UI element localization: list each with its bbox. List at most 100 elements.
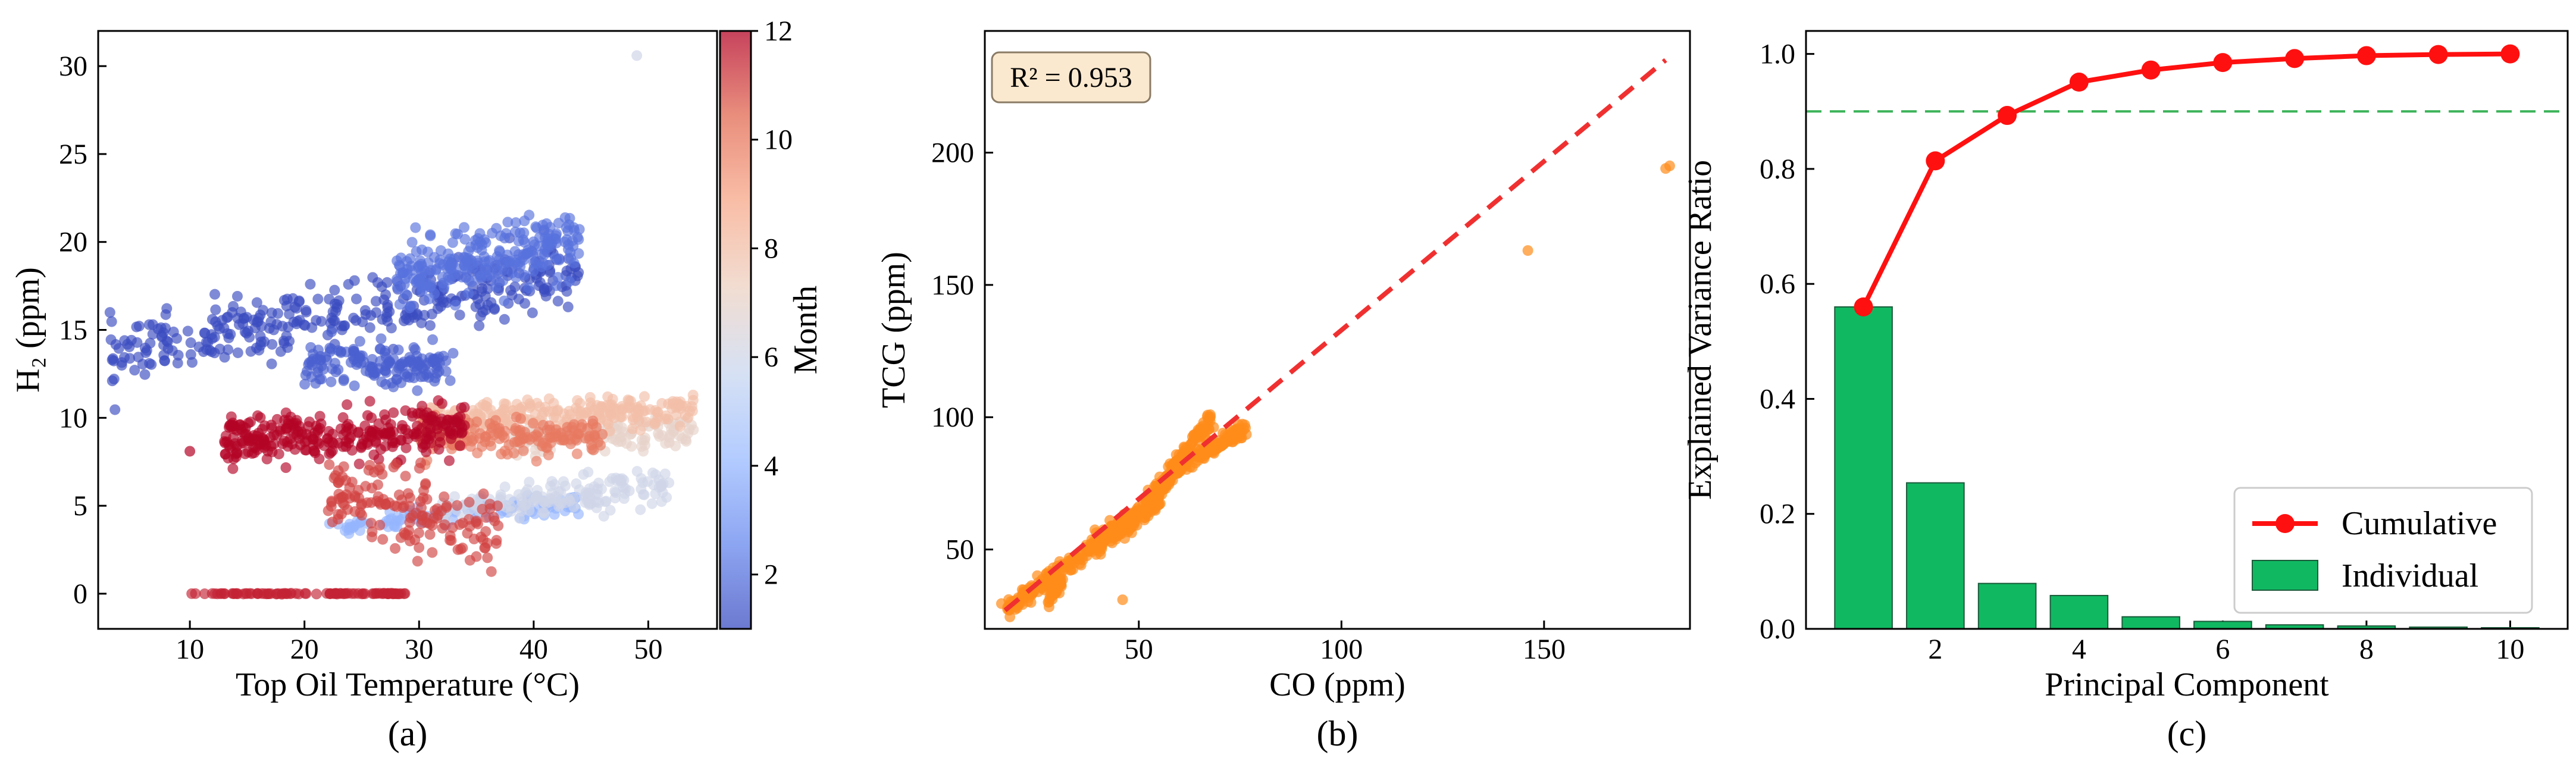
scatter-point: [405, 512, 416, 524]
scatter-point: [484, 503, 496, 514]
scatter-point: [483, 256, 494, 267]
scatter-point: [268, 438, 280, 450]
scatter-point: [413, 260, 424, 271]
scatter-point: [478, 488, 489, 500]
scatter-point: [446, 259, 457, 270]
scatter-point: [561, 234, 572, 245]
scatter-point: [275, 424, 286, 435]
scatter-point: [251, 297, 262, 308]
scatter-point: [342, 399, 353, 411]
bar: [2049, 594, 2109, 629]
scatter-point: [349, 490, 361, 502]
scatter-point: [515, 413, 527, 424]
scatter-point: [104, 307, 115, 318]
scatter-point: [307, 434, 318, 445]
scatter-point: [446, 535, 457, 546]
scatter-point: [431, 503, 443, 515]
scatter-point: [619, 483, 631, 494]
scatter-point: [406, 407, 418, 418]
scatter-point: [510, 422, 521, 434]
scatter-point: [277, 438, 288, 449]
scatter-point: [426, 415, 437, 426]
scatter-point: [550, 491, 561, 502]
scatter-point: [337, 412, 349, 423]
scatter-point: [139, 369, 151, 380]
scatter-point: [1205, 411, 1216, 422]
scatter-point: [209, 347, 220, 359]
scatter-point: [220, 449, 231, 460]
scatter-point: [325, 447, 337, 458]
scatter-point: [405, 253, 416, 264]
colorbar: [719, 30, 752, 630]
scatter-point: [450, 299, 461, 311]
scatter-point: [339, 320, 350, 331]
scatter-point: [518, 234, 529, 245]
scatter-point: [505, 506, 517, 517]
scatter-point: [289, 444, 301, 455]
scatter-point: [352, 356, 363, 368]
scatter-point: [255, 336, 267, 347]
scatter-point: [562, 243, 574, 255]
scatter-point: [349, 506, 361, 517]
scatter-point: [434, 437, 446, 448]
scatter-point: [564, 275, 575, 287]
scatter-point: [393, 344, 404, 356]
scatter-point: [326, 496, 337, 507]
scatter-point: [674, 421, 686, 432]
scatter-point: [299, 378, 311, 390]
scatter-point: [388, 353, 399, 365]
scatter-point: [443, 455, 455, 466]
scatter-point: [231, 447, 242, 458]
x-axis-label: CO (ppm): [1269, 666, 1406, 703]
panel-label: (a): [388, 714, 428, 753]
scatter-point: [425, 428, 436, 439]
scatter-point: [172, 358, 183, 369]
scatter-point: [404, 302, 415, 314]
scatter-point: [519, 297, 530, 309]
scatter-point: [259, 438, 270, 450]
scatter-point: [455, 440, 466, 452]
scatter-point: [158, 339, 169, 350]
scatter-point: [497, 275, 509, 286]
scatter-point: [621, 438, 632, 449]
scatter-point: [133, 321, 145, 332]
scatter-point: [232, 347, 243, 358]
scatter-point: [514, 256, 525, 268]
scatter-point: [489, 515, 500, 527]
scatter-point: [635, 504, 646, 515]
scatter-point: [202, 337, 214, 348]
scatter-point: [527, 307, 538, 318]
scatter-point: [252, 410, 264, 421]
scatter-point: [469, 423, 480, 434]
scatter-point: [1194, 452, 1206, 463]
bar: [1977, 582, 2037, 629]
scatter-point: [311, 588, 322, 600]
scatter-point: [372, 277, 383, 288]
scatter-point: [635, 425, 646, 436]
scatter-point: [580, 497, 591, 508]
scatter-point: [659, 468, 671, 480]
y-tick-label: 1.0: [1760, 39, 1795, 70]
scatter-point: [631, 466, 643, 477]
scatter-point: [400, 442, 412, 453]
outlier-point: [1664, 160, 1675, 171]
y-tick-label: 50: [946, 534, 974, 566]
scatter-point: [280, 462, 292, 474]
scatter-point: [542, 259, 553, 271]
scatter-point: [433, 395, 444, 406]
scatter-point: [522, 484, 533, 495]
scatter-point: [452, 544, 464, 555]
scatter-point: [474, 299, 486, 310]
scatter-point: [353, 588, 364, 599]
scatter-point: [305, 278, 316, 290]
scatter-point: [587, 418, 599, 430]
bar: [2121, 616, 2180, 630]
scatter-point: [382, 299, 393, 311]
scatter-point: [411, 427, 422, 438]
scatter-point: [312, 293, 324, 305]
scatter-point: [548, 397, 559, 409]
x-tick-label: 30: [405, 634, 433, 665]
scatter-point: [593, 497, 605, 509]
axes-frame: [1805, 30, 2569, 630]
scatter-point: [578, 469, 589, 480]
